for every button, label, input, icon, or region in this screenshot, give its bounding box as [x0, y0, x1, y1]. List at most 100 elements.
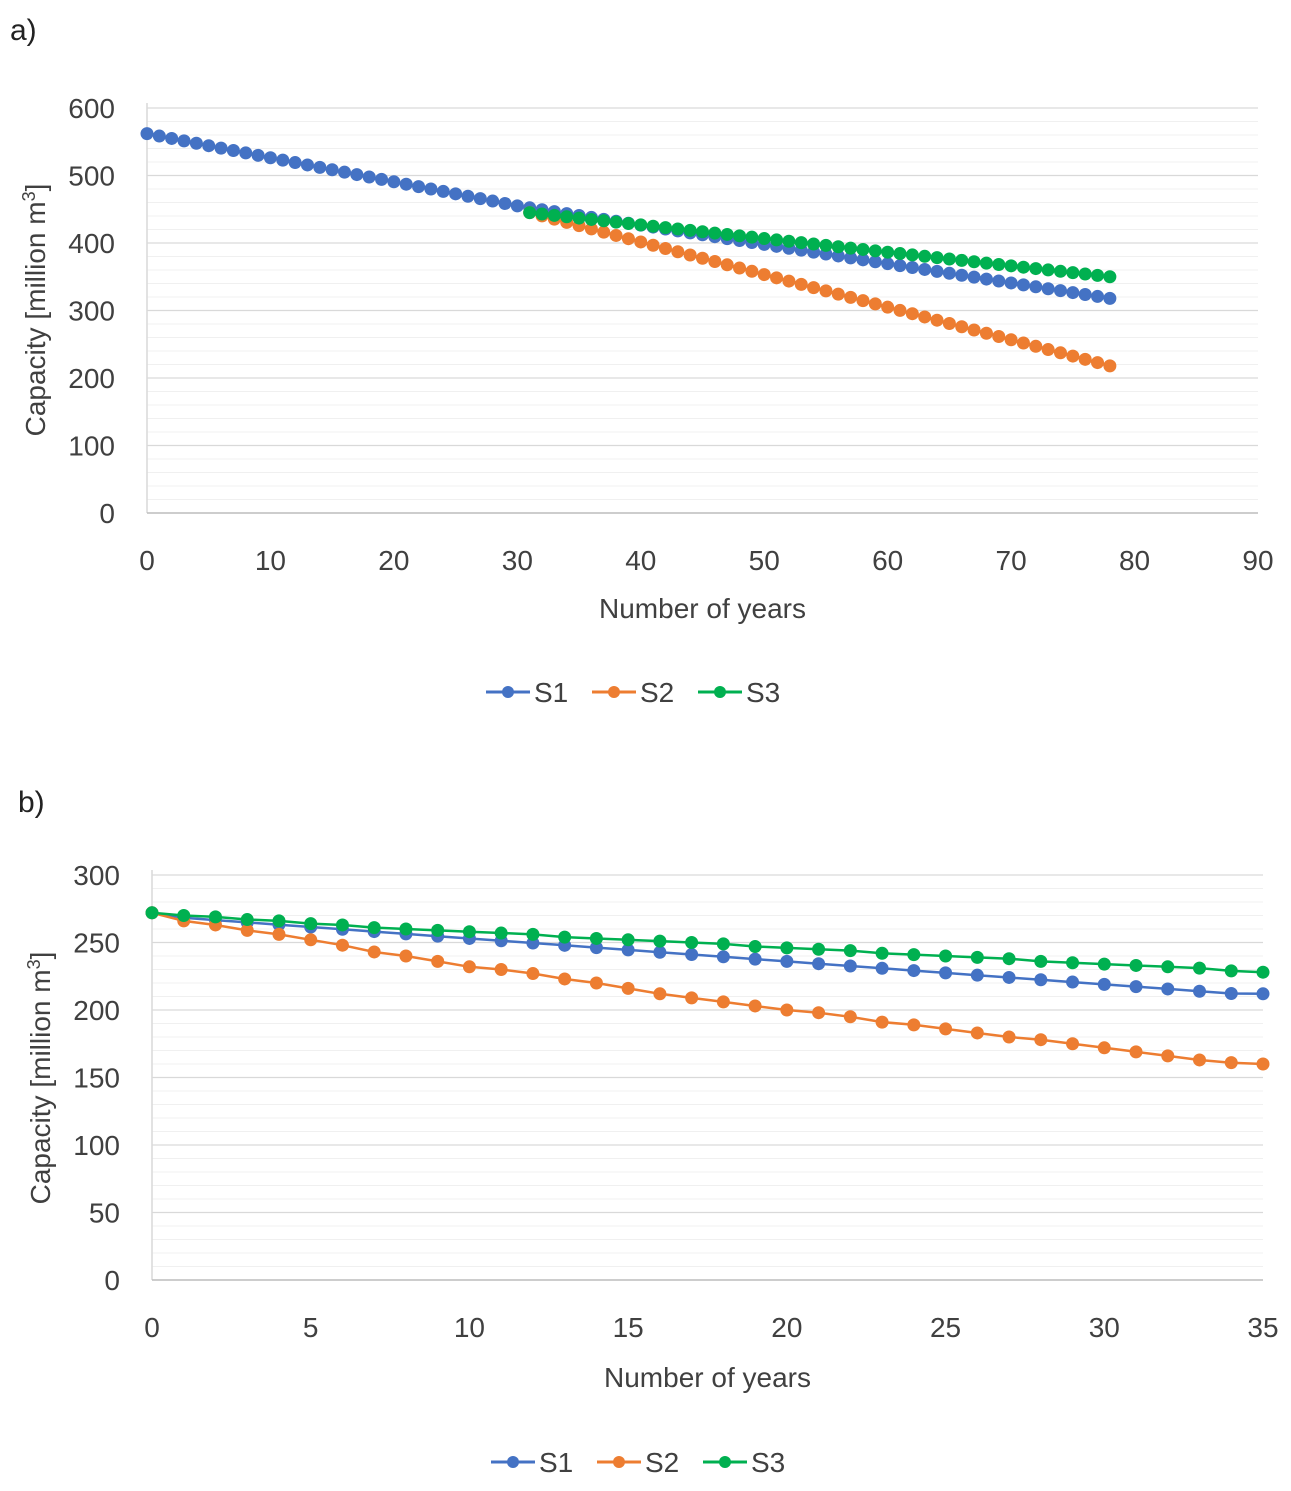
- y-tick-label: 300: [73, 860, 120, 891]
- data-point-s3: [1041, 263, 1055, 277]
- data-point-s1: [276, 153, 290, 167]
- data-point-s2: [1129, 1045, 1143, 1059]
- data-point-s2: [1161, 1049, 1175, 1063]
- data-point-s1: [498, 196, 512, 210]
- data-point-s2: [272, 927, 286, 941]
- data-point-s3: [939, 949, 953, 963]
- data-point-s1: [436, 184, 450, 198]
- data-point-s2: [1103, 359, 1117, 373]
- data-point-s3: [609, 215, 623, 229]
- data-point-s3: [584, 212, 598, 226]
- data-point-s2: [1029, 339, 1043, 353]
- data-point-s3: [494, 926, 508, 940]
- data-point-s1: [1041, 282, 1055, 296]
- data-point-s3: [907, 948, 921, 962]
- data-point-s1: [653, 945, 667, 959]
- data-point-s1: [1129, 980, 1143, 994]
- data-point-s3: [1029, 262, 1043, 276]
- data-point-s2: [1066, 349, 1080, 363]
- data-point-s3: [930, 251, 944, 265]
- data-point-s1: [189, 136, 203, 150]
- data-point-s1: [992, 274, 1006, 288]
- data-point-s1: [942, 266, 956, 280]
- data-point-s1: [843, 959, 857, 973]
- data-point-s1: [831, 249, 845, 263]
- data-point-s1: [288, 156, 302, 170]
- y-tick-label: 0: [99, 498, 115, 529]
- data-point-s3: [875, 946, 889, 960]
- data-point-s3: [1161, 960, 1175, 974]
- data-point-s3: [770, 233, 784, 247]
- data-point-s2: [992, 330, 1006, 344]
- data-point-s2: [844, 290, 858, 304]
- data-point-s2: [1002, 1030, 1016, 1044]
- data-point-s2: [1041, 343, 1055, 357]
- data-point-s3: [685, 936, 699, 949]
- data-point-s2: [831, 287, 845, 301]
- data-point-s1: [362, 170, 376, 184]
- data-point-s3: [589, 931, 603, 945]
- legend-label-s3: S3: [751, 1447, 785, 1478]
- y-tick-label: 150: [73, 1063, 120, 1094]
- data-point-s1: [1066, 975, 1080, 989]
- data-point-s1: [868, 255, 882, 269]
- data-point-s3: [782, 234, 796, 248]
- y-tick-label: 500: [68, 161, 115, 192]
- data-point-s3: [304, 917, 318, 931]
- panel-a-label: a): [10, 14, 37, 47]
- chart-a: 0 100 200 300 400 500 600 0 10 20 30 40 50 60 70 80 90 Nu…: [19, 93, 1274, 708]
- data-point-s3: [431, 923, 445, 937]
- data-point-s1: [1034, 973, 1048, 987]
- x-tick-label: 30: [1089, 1312, 1120, 1343]
- data-point-s2: [634, 235, 648, 249]
- y-tick-label: 200: [73, 995, 120, 1026]
- data-point-s2: [683, 248, 697, 262]
- y-tick-label: 250: [73, 928, 120, 959]
- x-tick-label: 35: [1247, 1312, 1278, 1343]
- x-tick-label: 10: [255, 545, 286, 576]
- data-point-s1: [177, 134, 191, 148]
- data-point-s1: [486, 194, 500, 208]
- x-tick-label: 40: [625, 545, 656, 576]
- data-point-s3: [1078, 267, 1092, 281]
- x-tick-label: 0: [139, 545, 155, 576]
- data-point-s1: [449, 187, 463, 201]
- data-point-s2: [733, 261, 747, 275]
- data-point-s1: [955, 268, 969, 282]
- y-tick-label: 100: [68, 431, 115, 462]
- data-point-s2: [745, 264, 759, 278]
- data-point-s1: [748, 952, 762, 966]
- data-point-s2: [1016, 336, 1030, 350]
- data-point-s3: [708, 226, 722, 240]
- data-point-s1: [226, 144, 240, 158]
- data-point-s2: [905, 307, 919, 321]
- data-point-s1: [1066, 286, 1080, 300]
- data-point-s2: [918, 310, 932, 324]
- data-point-s3: [1091, 268, 1105, 282]
- data-point-s1: [350, 168, 364, 182]
- x-tick-label: 90: [1242, 545, 1273, 576]
- data-point-s3: [560, 210, 574, 224]
- y-tick-label: 400: [68, 228, 115, 259]
- legend-label-s3: S3: [746, 677, 780, 708]
- data-point-s2: [1034, 1033, 1048, 1047]
- data-point-s1: [1224, 987, 1238, 1001]
- data-point-s1: [905, 261, 919, 275]
- data-point-s2: [685, 991, 699, 1005]
- data-point-s3: [955, 253, 969, 267]
- data-point-s2: [621, 232, 635, 246]
- data-point-s3: [547, 208, 561, 222]
- data-point-s3: [856, 242, 870, 256]
- data-point-s2: [399, 949, 413, 963]
- data-point-s1: [1256, 987, 1270, 1001]
- x-tick-label: 20: [771, 1312, 802, 1343]
- data-point-s3: [905, 248, 919, 262]
- data-point-s2: [658, 241, 672, 255]
- data-point-s1: [325, 163, 339, 177]
- data-point-s3: [942, 252, 956, 266]
- data-point-s1: [939, 966, 953, 980]
- data-point-s2: [526, 967, 540, 981]
- data-point-s1: [1161, 982, 1175, 996]
- x-axis-title: Number of years: [604, 1362, 811, 1393]
